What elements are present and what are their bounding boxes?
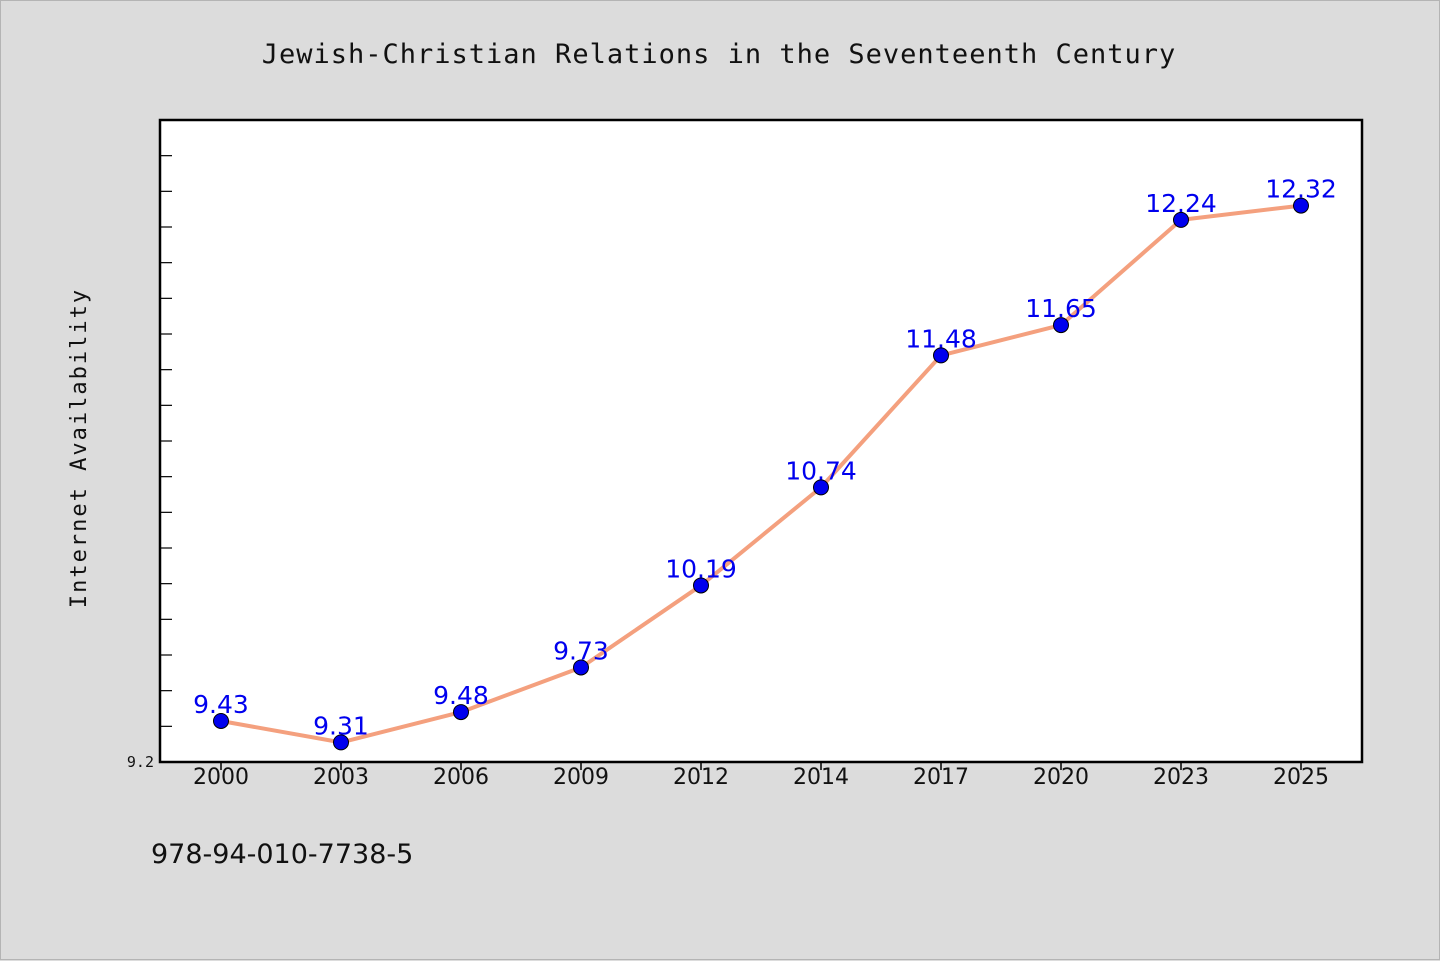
data-point (1293, 197, 1309, 214)
data-point (693, 577, 709, 594)
data-point (453, 704, 469, 721)
data-point (213, 712, 229, 729)
data-label: 9.48 (433, 681, 489, 710)
chart-title: Jewish-Christian Relations in the Sevent… (262, 39, 1177, 70)
x-tick-label: 2009 (553, 765, 609, 790)
x-tick-label: 2020 (1033, 765, 1089, 790)
data-point (333, 734, 349, 751)
series-line (220, 203, 1302, 745)
data-label: 10.74 (785, 456, 857, 485)
isbn-text: 978-94-010-7738-5 (151, 839, 413, 870)
y-axis-label: Internet Availability (67, 288, 92, 608)
data-point (1053, 317, 1069, 334)
data-label: 12.24 (1145, 189, 1217, 218)
data-label: 10.19 (665, 554, 737, 583)
x-tick-label: 2012 (673, 765, 729, 790)
x-tick-label: 2014 (793, 765, 849, 790)
plot-area (158, 118, 1364, 764)
x-axis-ticks: 2000 2003 2006 2009 2012 2014 2017 2020 2023 2025 (193, 762, 1329, 790)
x-tick-label: 2025 (1273, 765, 1329, 790)
data-point (1173, 211, 1189, 228)
data-point (813, 479, 829, 496)
data-markers (213, 197, 1309, 751)
x-tick-label: 2017 (913, 765, 969, 790)
y-tick-label: 9.2 (127, 753, 154, 771)
data-label: 11.48 (905, 324, 977, 353)
y-axis-ticks: 9.2 (127, 119, 172, 771)
x-tick-label: 2003 (313, 765, 369, 790)
data-label: 9.43 (193, 690, 249, 719)
data-point (573, 659, 589, 676)
data-label: 9.73 (553, 636, 609, 665)
x-tick-label: 2023 (1153, 765, 1209, 790)
data-label: 11.65 (1025, 294, 1097, 323)
x-tick-label: 2006 (433, 765, 489, 790)
data-label: 9.31 (313, 711, 369, 740)
x-tick-label: 2000 (193, 765, 249, 790)
data-label: 12.32 (1265, 175, 1337, 204)
data-labels: 9.43 9.31 9.48 9.73 10.19 10.74 11.48 11.65 12.2… (193, 175, 1337, 741)
data-point (933, 347, 949, 364)
